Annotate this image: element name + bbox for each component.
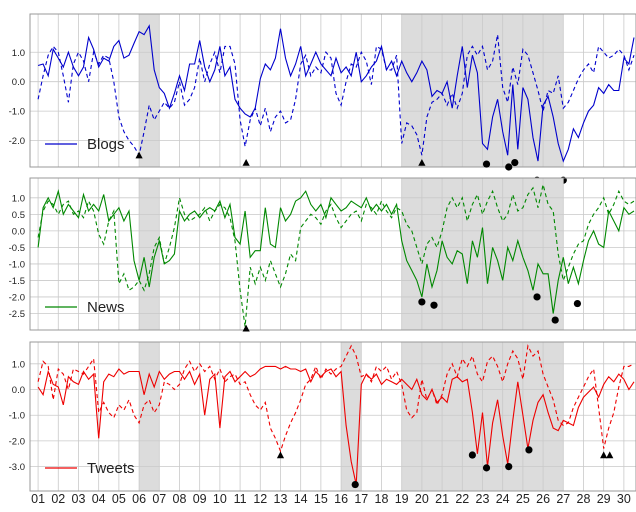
y-tick-label: 1.0 bbox=[12, 193, 25, 204]
x-tick-label: 26 bbox=[536, 492, 550, 506]
x-tick-label: 19 bbox=[395, 492, 409, 506]
x-tick-label: 12 bbox=[253, 492, 267, 506]
y-tick-label: -1.0 bbox=[9, 107, 25, 118]
marker-circle bbox=[511, 158, 519, 167]
x-tick-label: 30 bbox=[617, 492, 631, 506]
marker-circle bbox=[351, 480, 359, 489]
y-tick-label: -1.0 bbox=[9, 259, 25, 270]
marker-circle bbox=[430, 301, 438, 309]
marker-circle bbox=[573, 299, 582, 308]
panel-frame bbox=[29, 13, 636, 168]
marker-circle bbox=[482, 160, 491, 168]
panel-news: 1.0 0.5 0.0 -0.5 -1.0 -1.5 -2.0 -2.5 News bbox=[9, 177, 636, 332]
marker-circle bbox=[533, 293, 541, 301]
y-tick-label: 1.0 bbox=[12, 359, 25, 370]
x-tick-label: 28 bbox=[577, 492, 591, 506]
series-line-dashed bbox=[37, 34, 635, 157]
legend-label: Tweets bbox=[87, 460, 135, 477]
x-tick-label: 15 bbox=[314, 492, 328, 506]
x-tick-label: 13 bbox=[274, 492, 288, 506]
y-tick-label: -2.0 bbox=[9, 436, 25, 447]
x-tick-label: 14 bbox=[294, 492, 308, 506]
x-tick-label: 17 bbox=[354, 492, 368, 506]
x-tick-label: 20 bbox=[415, 492, 429, 506]
series-line-solid bbox=[37, 24, 635, 163]
y-tick-label: 0.0 bbox=[12, 226, 25, 237]
x-tick-label: 01 bbox=[31, 492, 45, 506]
marker-circle bbox=[482, 464, 491, 472]
y-tick-label: 0.0 bbox=[12, 385, 25, 396]
marker-triangle bbox=[606, 451, 614, 459]
x-tick-label: 21 bbox=[435, 492, 449, 506]
series-line-dashed bbox=[37, 184, 635, 327]
marker-circle bbox=[525, 446, 533, 454]
x-tick-label: 25 bbox=[516, 492, 530, 506]
x-tick-label: 10 bbox=[213, 492, 227, 506]
y-tick-label: 0.5 bbox=[12, 210, 25, 221]
panel-blogs: 1.0 0.0 -1.0 -2.0 Blogs bbox=[9, 13, 636, 184]
marker-triangle bbox=[242, 324, 250, 332]
x-tick-label: 03 bbox=[72, 492, 86, 506]
panel-frame bbox=[29, 341, 636, 492]
marker-triangle bbox=[418, 158, 426, 166]
marker-circle bbox=[468, 451, 476, 459]
x-tick-label: 06 bbox=[132, 492, 146, 506]
series-line-solid bbox=[37, 365, 635, 485]
shaded-band bbox=[139, 342, 160, 491]
legend-label: Blogs bbox=[87, 136, 125, 153]
y-tick-label: -2.0 bbox=[9, 292, 25, 303]
panel-tweets: 1.0 0.0 -1.0 -2.0 -3.0 Tweets bbox=[9, 341, 636, 492]
y-tick-label: -3.0 bbox=[9, 462, 25, 473]
x-tick-label: 22 bbox=[455, 492, 469, 506]
legend-label: News bbox=[87, 299, 125, 316]
y-tick-label: 0.0 bbox=[12, 77, 25, 88]
x-tick-label: 23 bbox=[476, 492, 490, 506]
series-line-solid bbox=[37, 189, 635, 314]
marker-circle bbox=[505, 163, 513, 171]
series-line-dashed bbox=[37, 344, 635, 453]
y-tick-label: -2.5 bbox=[9, 309, 25, 320]
x-tick-label: 04 bbox=[92, 492, 106, 506]
x-tick-label: 27 bbox=[556, 492, 570, 506]
marker-triangle bbox=[600, 451, 608, 459]
marker-triangle bbox=[276, 451, 285, 459]
marker-circle bbox=[418, 298, 426, 306]
x-tick-label: 09 bbox=[193, 492, 207, 506]
marker-triangle bbox=[242, 158, 250, 166]
x-tick-label: 11 bbox=[234, 492, 247, 506]
panel-frame bbox=[29, 177, 636, 331]
shaded-band bbox=[341, 342, 362, 491]
x-tick-label: 16 bbox=[334, 492, 348, 506]
x-tick-label: 08 bbox=[173, 492, 187, 506]
y-tick-label: -1.0 bbox=[9, 411, 25, 422]
x-tick-label: 24 bbox=[496, 492, 510, 506]
marker-triangle bbox=[135, 151, 143, 159]
x-tick-label: 29 bbox=[597, 492, 611, 506]
marker-circle bbox=[551, 316, 559, 324]
marker-circle bbox=[505, 462, 513, 471]
shaded-band bbox=[139, 178, 160, 330]
x-tick-label: 05 bbox=[112, 492, 126, 506]
shaded-band bbox=[139, 14, 160, 167]
x-tick-label: 18 bbox=[375, 492, 389, 506]
y-tick-label: -0.5 bbox=[9, 243, 25, 254]
x-tick-label: 02 bbox=[51, 492, 65, 506]
y-tick-label: 1.0 bbox=[12, 48, 25, 59]
y-tick-label: -1.5 bbox=[9, 276, 25, 287]
x-tick-label: 07 bbox=[152, 492, 166, 506]
y-tick-label: -2.0 bbox=[9, 136, 25, 147]
